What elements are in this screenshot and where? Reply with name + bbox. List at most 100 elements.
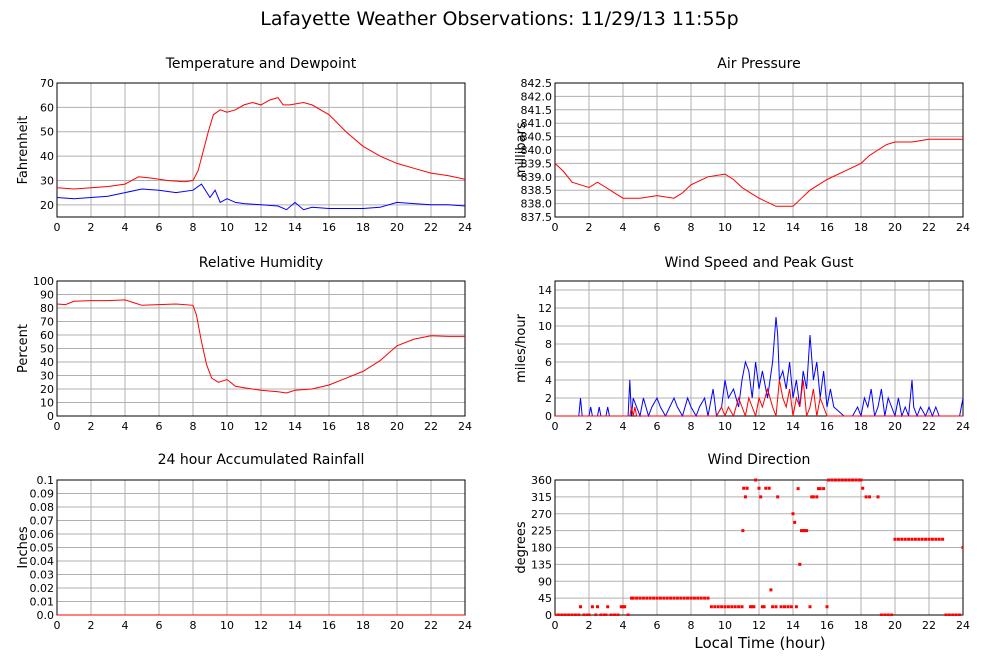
- x-tick-label: 8: [190, 420, 197, 433]
- x-tick-label: 0: [54, 221, 61, 234]
- data-point: [800, 529, 803, 533]
- y-tick-label: 10: [40, 397, 54, 410]
- x-tick-label: 8: [688, 221, 695, 234]
- data-point: [604, 613, 608, 616]
- data-point: [805, 529, 809, 533]
- data-point: [672, 596, 676, 600]
- data-point: [771, 605, 775, 609]
- y-tick-label: 60: [40, 329, 54, 342]
- data-point: [764, 486, 768, 490]
- y-tick-label: 0.02: [30, 582, 55, 595]
- y-tick-label: 0: [47, 410, 54, 423]
- x-tick-label: 4: [620, 221, 627, 234]
- y-tick-label: 842.5: [521, 77, 553, 90]
- data-point: [893, 537, 897, 541]
- data-point: [890, 613, 894, 616]
- data-point: [716, 605, 720, 609]
- data-point: [876, 495, 880, 499]
- data-point: [879, 613, 883, 616]
- data-point: [857, 478, 861, 482]
- y-axis-label: Inches: [16, 526, 31, 568]
- data-point: [769, 588, 773, 592]
- x-tick-label: 24: [458, 619, 472, 632]
- data-point: [961, 546, 963, 549]
- data-point: [817, 487, 820, 491]
- x-tick-label: 6: [654, 221, 661, 234]
- data-point: [626, 613, 630, 616]
- x-tick-label: 12: [752, 420, 766, 433]
- data-point: [696, 596, 700, 600]
- panel-title-humidity: Relative Humidity: [198, 255, 324, 271]
- panel-title-pressure: Air Pressure: [717, 56, 801, 72]
- panel-title-temperature: Temperature and Dewpoint: [165, 56, 357, 72]
- data-point: [577, 613, 581, 616]
- data-point: [713, 605, 717, 609]
- y-tick-label: 40: [40, 356, 54, 369]
- data-point: [662, 596, 666, 600]
- data-point: [837, 478, 841, 482]
- y-tick-label: 80: [40, 302, 54, 315]
- data-point: [801, 529, 805, 533]
- data-point: [762, 605, 766, 609]
- y-tick-label: 6: [545, 356, 552, 369]
- data-point: [665, 596, 669, 600]
- data-point: [609, 613, 613, 616]
- x-tick-label: 22: [922, 619, 936, 632]
- data-point: [570, 613, 574, 616]
- panel-title-direction: Wind Direction: [707, 452, 811, 468]
- x-tick-label: 12: [752, 619, 766, 632]
- temperature-chart: 0 2 4 6 8 10 12 14 16 18 20 22 24203040506070Fahrenh…: [16, 77, 472, 234]
- y-tick-label: 225: [531, 525, 552, 538]
- data-point: [582, 613, 586, 616]
- x-tick-label: 2: [88, 221, 95, 234]
- data-point: [599, 613, 603, 616]
- data-point: [910, 537, 914, 541]
- x-tick-label: 8: [190, 619, 197, 632]
- x-tick-label: 24: [956, 221, 970, 234]
- y-tick-label: 0.09: [30, 488, 55, 501]
- data-point: [793, 520, 797, 524]
- data-point: [619, 605, 623, 609]
- x-tick-label: 4: [122, 619, 129, 632]
- x-tick-label: 6: [156, 420, 163, 433]
- x-tick-label: 10: [220, 221, 234, 234]
- data-point: [567, 613, 571, 616]
- data-point: [658, 596, 662, 600]
- data-point: [579, 605, 582, 609]
- data-point: [623, 605, 627, 609]
- x-tick-label: 24: [956, 420, 970, 433]
- data-point: [794, 605, 798, 609]
- data-point: [786, 605, 790, 609]
- data-point: [606, 605, 610, 609]
- data-point: [655, 596, 659, 600]
- y-tick-label: 839.0: [521, 171, 553, 184]
- series-line-0: [555, 138, 963, 207]
- x-tick-label: 20: [390, 619, 404, 632]
- data-point: [947, 613, 951, 616]
- data-point: [907, 537, 911, 541]
- data-point: [864, 495, 868, 499]
- y-tick-label: 20: [40, 199, 54, 212]
- y-tick-label: 839.5: [521, 157, 553, 170]
- data-point: [844, 478, 848, 482]
- series-line-0: [555, 316, 963, 417]
- data-point: [752, 605, 756, 609]
- x-tick-label: 20: [888, 619, 902, 632]
- x-tick-label: 22: [424, 420, 438, 433]
- data-point: [825, 605, 829, 609]
- data-point: [750, 605, 754, 609]
- x-tick-label: 2: [586, 619, 593, 632]
- data-point: [900, 537, 904, 541]
- data-point: [760, 605, 764, 609]
- data-point: [679, 596, 683, 600]
- x-tick-label: 2: [586, 420, 593, 433]
- data-point: [798, 562, 802, 566]
- x-tick-label: 24: [458, 221, 472, 234]
- y-tick-label: 838.5: [521, 184, 553, 197]
- series-line-0: [57, 97, 465, 190]
- data-point: [951, 613, 955, 616]
- y-tick-label: 840.5: [521, 131, 553, 144]
- data-point: [941, 537, 945, 541]
- data-point: [587, 613, 591, 616]
- pressure-chart: 0 2 4 6 8 10 12 14 16 18 20 22 24837.5838.0838.5839.…: [514, 77, 970, 234]
